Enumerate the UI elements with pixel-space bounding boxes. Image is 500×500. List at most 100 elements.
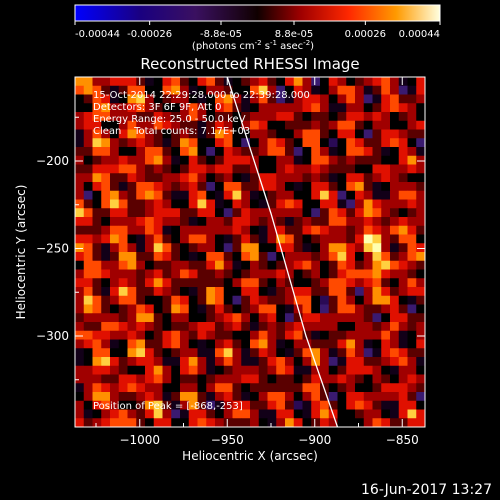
heatmap-cell [258, 155, 268, 165]
y-axis-label: Heliocentric Y (arcsec) [14, 185, 28, 320]
heatmap-cell [390, 392, 400, 402]
heatmap-cell [153, 77, 163, 87]
heatmap-cell [390, 278, 400, 288]
heatmap-cell [162, 322, 172, 332]
heatmap-cell [285, 409, 295, 419]
heatmap-cell [390, 164, 400, 174]
heatmap-cell [416, 217, 425, 227]
heatmap-cell [83, 313, 93, 323]
heatmap-cell [171, 94, 181, 104]
heatmap-cell [145, 339, 155, 349]
heatmap-cell [346, 313, 356, 323]
heatmap-cell [363, 287, 373, 297]
heatmap-cell [250, 173, 260, 183]
heatmap-cell [92, 164, 102, 174]
heatmap-cell [162, 313, 172, 323]
heatmap-cell [381, 77, 391, 87]
heatmap-cell [83, 147, 93, 157]
heatmap-cell [372, 155, 382, 165]
heatmap-cell [293, 295, 303, 305]
heatmap-cell [285, 85, 295, 95]
heatmap-cell [337, 138, 347, 148]
heatmap-cell [83, 295, 93, 305]
heatmap-cell [258, 287, 268, 297]
heatmap-cell [346, 164, 356, 174]
heatmap-cell [215, 383, 225, 393]
heatmap-cell [83, 374, 93, 384]
heatmap-cell [337, 383, 347, 393]
heatmap-cell [390, 322, 400, 332]
heatmap-cell [118, 313, 128, 323]
heatmap-cell [355, 155, 365, 165]
heatmap-cell [258, 269, 268, 279]
heatmap-cell [118, 374, 128, 384]
heatmap-cell [267, 120, 277, 130]
heatmap-cell [197, 217, 207, 227]
heatmap-cell [162, 418, 172, 427]
heatmap-cell [293, 322, 303, 332]
heatmap-cell [110, 278, 120, 288]
heatmap-cell [153, 208, 163, 218]
heatmap-cell [162, 77, 172, 87]
heatmap-cell [153, 278, 163, 288]
heatmap-cell [232, 348, 242, 358]
annotations: 15-Oct-2014 22:29:28.000 to 22:39:28.000… [93, 90, 310, 412]
heatmap-cell [92, 313, 102, 323]
heatmap-cell [75, 374, 85, 384]
heatmap-cell [136, 129, 146, 139]
heatmap-cell [311, 409, 321, 419]
heatmap-cell [101, 252, 111, 262]
heatmap-cell [276, 409, 286, 419]
heatmap-cell [206, 155, 216, 165]
heatmap-cell [241, 383, 251, 393]
heatmap-cell [145, 260, 155, 270]
heatmap-cell [83, 129, 93, 139]
heatmap-cell [153, 234, 163, 244]
heatmap-cell [390, 330, 400, 340]
heatmap-cell [372, 260, 382, 270]
heatmap-cell [223, 129, 233, 139]
heatmap-cell [223, 418, 233, 427]
heatmap-cell [118, 155, 128, 165]
heatmap-cell [180, 173, 190, 183]
heatmap-cell [363, 295, 373, 305]
heatmap-cell [136, 164, 146, 174]
heatmap-cell [171, 85, 181, 95]
heatmap-cell [320, 409, 330, 419]
heatmap-cell [302, 190, 312, 200]
annotation-time: 15-Oct-2014 22:29:28.000 to 22:39:28.000 [93, 90, 310, 101]
heatmap-cell [328, 94, 338, 104]
heatmap-cell [241, 225, 251, 235]
heatmap-cell [285, 94, 295, 104]
heatmap-cell [171, 138, 181, 148]
heatmap-cell [363, 182, 373, 192]
heatmap-cell [127, 313, 137, 323]
heatmap-cell [363, 138, 373, 148]
heatmap-cell [328, 182, 338, 192]
heatmap-cell [232, 138, 242, 148]
heatmap-cell [215, 269, 225, 279]
heatmap-cell [153, 365, 163, 375]
heatmap-cell [180, 278, 190, 288]
heatmap-cell [250, 147, 260, 157]
heatmap-cell [180, 112, 190, 122]
heatmap-cell [92, 339, 102, 349]
heatmap-cell [407, 138, 417, 148]
heatmap-cell [101, 94, 111, 104]
heatmap-cell [223, 112, 233, 122]
heatmap-cell [75, 409, 85, 419]
heatmap-cell [276, 383, 286, 393]
heatmap-cell [232, 278, 242, 288]
x-tick-label: −850 [386, 433, 419, 447]
heatmap-cell [372, 374, 382, 384]
heatmap-cell [355, 339, 365, 349]
heatmap-cell [302, 147, 312, 157]
heatmap-cell [407, 234, 417, 244]
heatmap-cell [206, 330, 216, 340]
heatmap-cell [145, 190, 155, 200]
heatmap-cell [118, 260, 128, 270]
heatmap-cell [153, 85, 163, 95]
heatmap-cell [372, 217, 382, 227]
heatmap-cell [162, 155, 172, 165]
heatmap-cell [328, 269, 338, 279]
